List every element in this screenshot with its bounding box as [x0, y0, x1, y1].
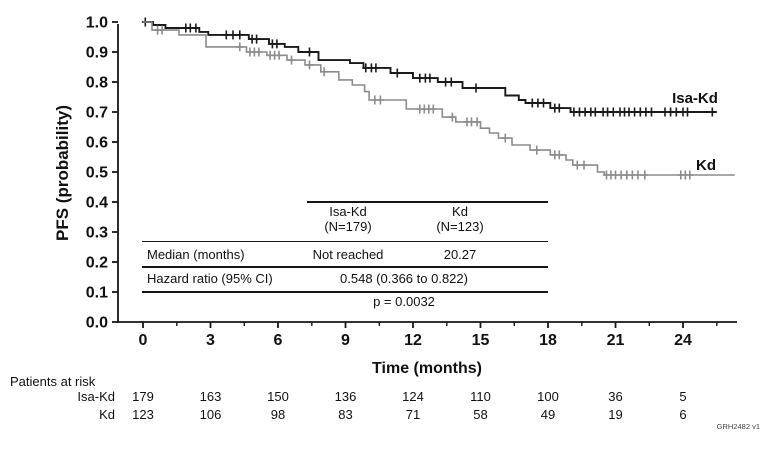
stats-col1-header: Isa-Kd — [329, 204, 367, 219]
risk-count-isa-kd-6m: 150 — [267, 389, 289, 404]
kd-censor-marks — [154, 25, 694, 180]
risk-count-isa-kd-15m: 110 — [470, 389, 491, 404]
y-axis-title: PFS (probability) — [53, 105, 72, 241]
risk-count-isa-kd-24m: 5 — [679, 389, 687, 404]
stats-hr-value: 0.548 (0.366 to 0.822) — [340, 271, 468, 286]
y-tick-label: 0.0 — [86, 315, 108, 332]
y-tick-label: 1.0 — [86, 15, 108, 32]
x-tick-label: 24 — [674, 332, 692, 349]
isa-kd-curve — [143, 21, 717, 113]
risk-row-label-kd: Kd — [99, 406, 115, 422]
y-tick-label: 0.9 — [86, 45, 108, 62]
x-tick-label: 6 — [274, 332, 283, 349]
risk-count-kd-18m: 49 — [540, 406, 556, 422]
risk-count-isa-kd-21m: 36 — [608, 389, 623, 404]
x-tick-label: 18 — [539, 332, 557, 349]
stats-row-hr-label: Hazard ratio (95% CI) — [147, 271, 273, 286]
stats-median-isakd: Not reached — [312, 247, 384, 262]
stats-table-rule-header — [142, 240, 548, 243]
x-tick-label: 3 — [206, 332, 215, 349]
risk-row-label-isa-kd: Isa-Kd — [77, 389, 115, 404]
y-tick-label: 0.8 — [86, 75, 108, 92]
x-tick-label: 9 — [341, 332, 350, 349]
risk-table-title: Patients at risk — [10, 374, 96, 389]
stats-table-rule-mid — [142, 266, 548, 268]
y-tick-label: 0.1 — [86, 285, 108, 302]
risk-count-isa-kd-9m: 136 — [334, 389, 357, 404]
x-tick-label: 0 — [139, 332, 148, 349]
risk-count-kd-21m: 19 — [608, 406, 623, 422]
risk-count-kd-9m: 83 — [338, 406, 353, 422]
risk-count-kd-6m: 98 — [270, 406, 286, 422]
y-tick-label: 0.4 — [86, 195, 108, 212]
risk-count-kd-12m: 71 — [405, 406, 421, 422]
stats-col2-n: (N=123) — [436, 219, 484, 234]
figure-footnote: GRH2482 v1 — [716, 422, 760, 431]
risk-count-isa-kd-18m: 100 — [537, 389, 559, 404]
stats-col1-n: (N=179) — [324, 219, 372, 234]
stats-p-value: p = 0.0032 — [373, 294, 435, 309]
kd-curve — [143, 21, 735, 176]
stats-table-rule-top — [307, 201, 548, 203]
y-tick-label: 0.2 — [86, 255, 108, 272]
risk-count-isa-kd-0m: 179 — [132, 389, 154, 404]
x-tick-label: 21 — [607, 332, 625, 349]
risk-count-kd-24m: 6 — [679, 406, 687, 422]
y-tick-label: 0.3 — [86, 225, 108, 242]
y-tick-label: 0.5 — [86, 165, 108, 182]
x-tick-label: 15 — [472, 332, 490, 349]
y-tick-label: 0.6 — [86, 135, 108, 152]
risk-count-isa-kd-3m: 163 — [199, 389, 222, 404]
risk-count-kd-3m: 106 — [199, 406, 222, 422]
stats-table-rule-bottom — [142, 291, 548, 293]
risk-count-kd-15m: 58 — [473, 406, 488, 422]
stats-col2-header: Kd — [452, 204, 468, 219]
risk-count-isa-kd-12m: 124 — [402, 389, 424, 404]
x-tick-label: 12 — [404, 332, 422, 349]
risk-count-kd-0m: 123 — [132, 406, 154, 422]
kd-curve-label: Kd — [696, 157, 716, 174]
x-axis-title: Time (months) — [372, 360, 482, 377]
stats-median-kd: 20.27 — [443, 247, 477, 262]
stats-row-median-label: Median (months) — [147, 247, 245, 262]
isa-kd-censor-marks — [141, 17, 716, 117]
y-tick-label: 0.7 — [86, 105, 108, 122]
isa-kd-curve-label: Isa-Kd — [672, 90, 718, 107]
